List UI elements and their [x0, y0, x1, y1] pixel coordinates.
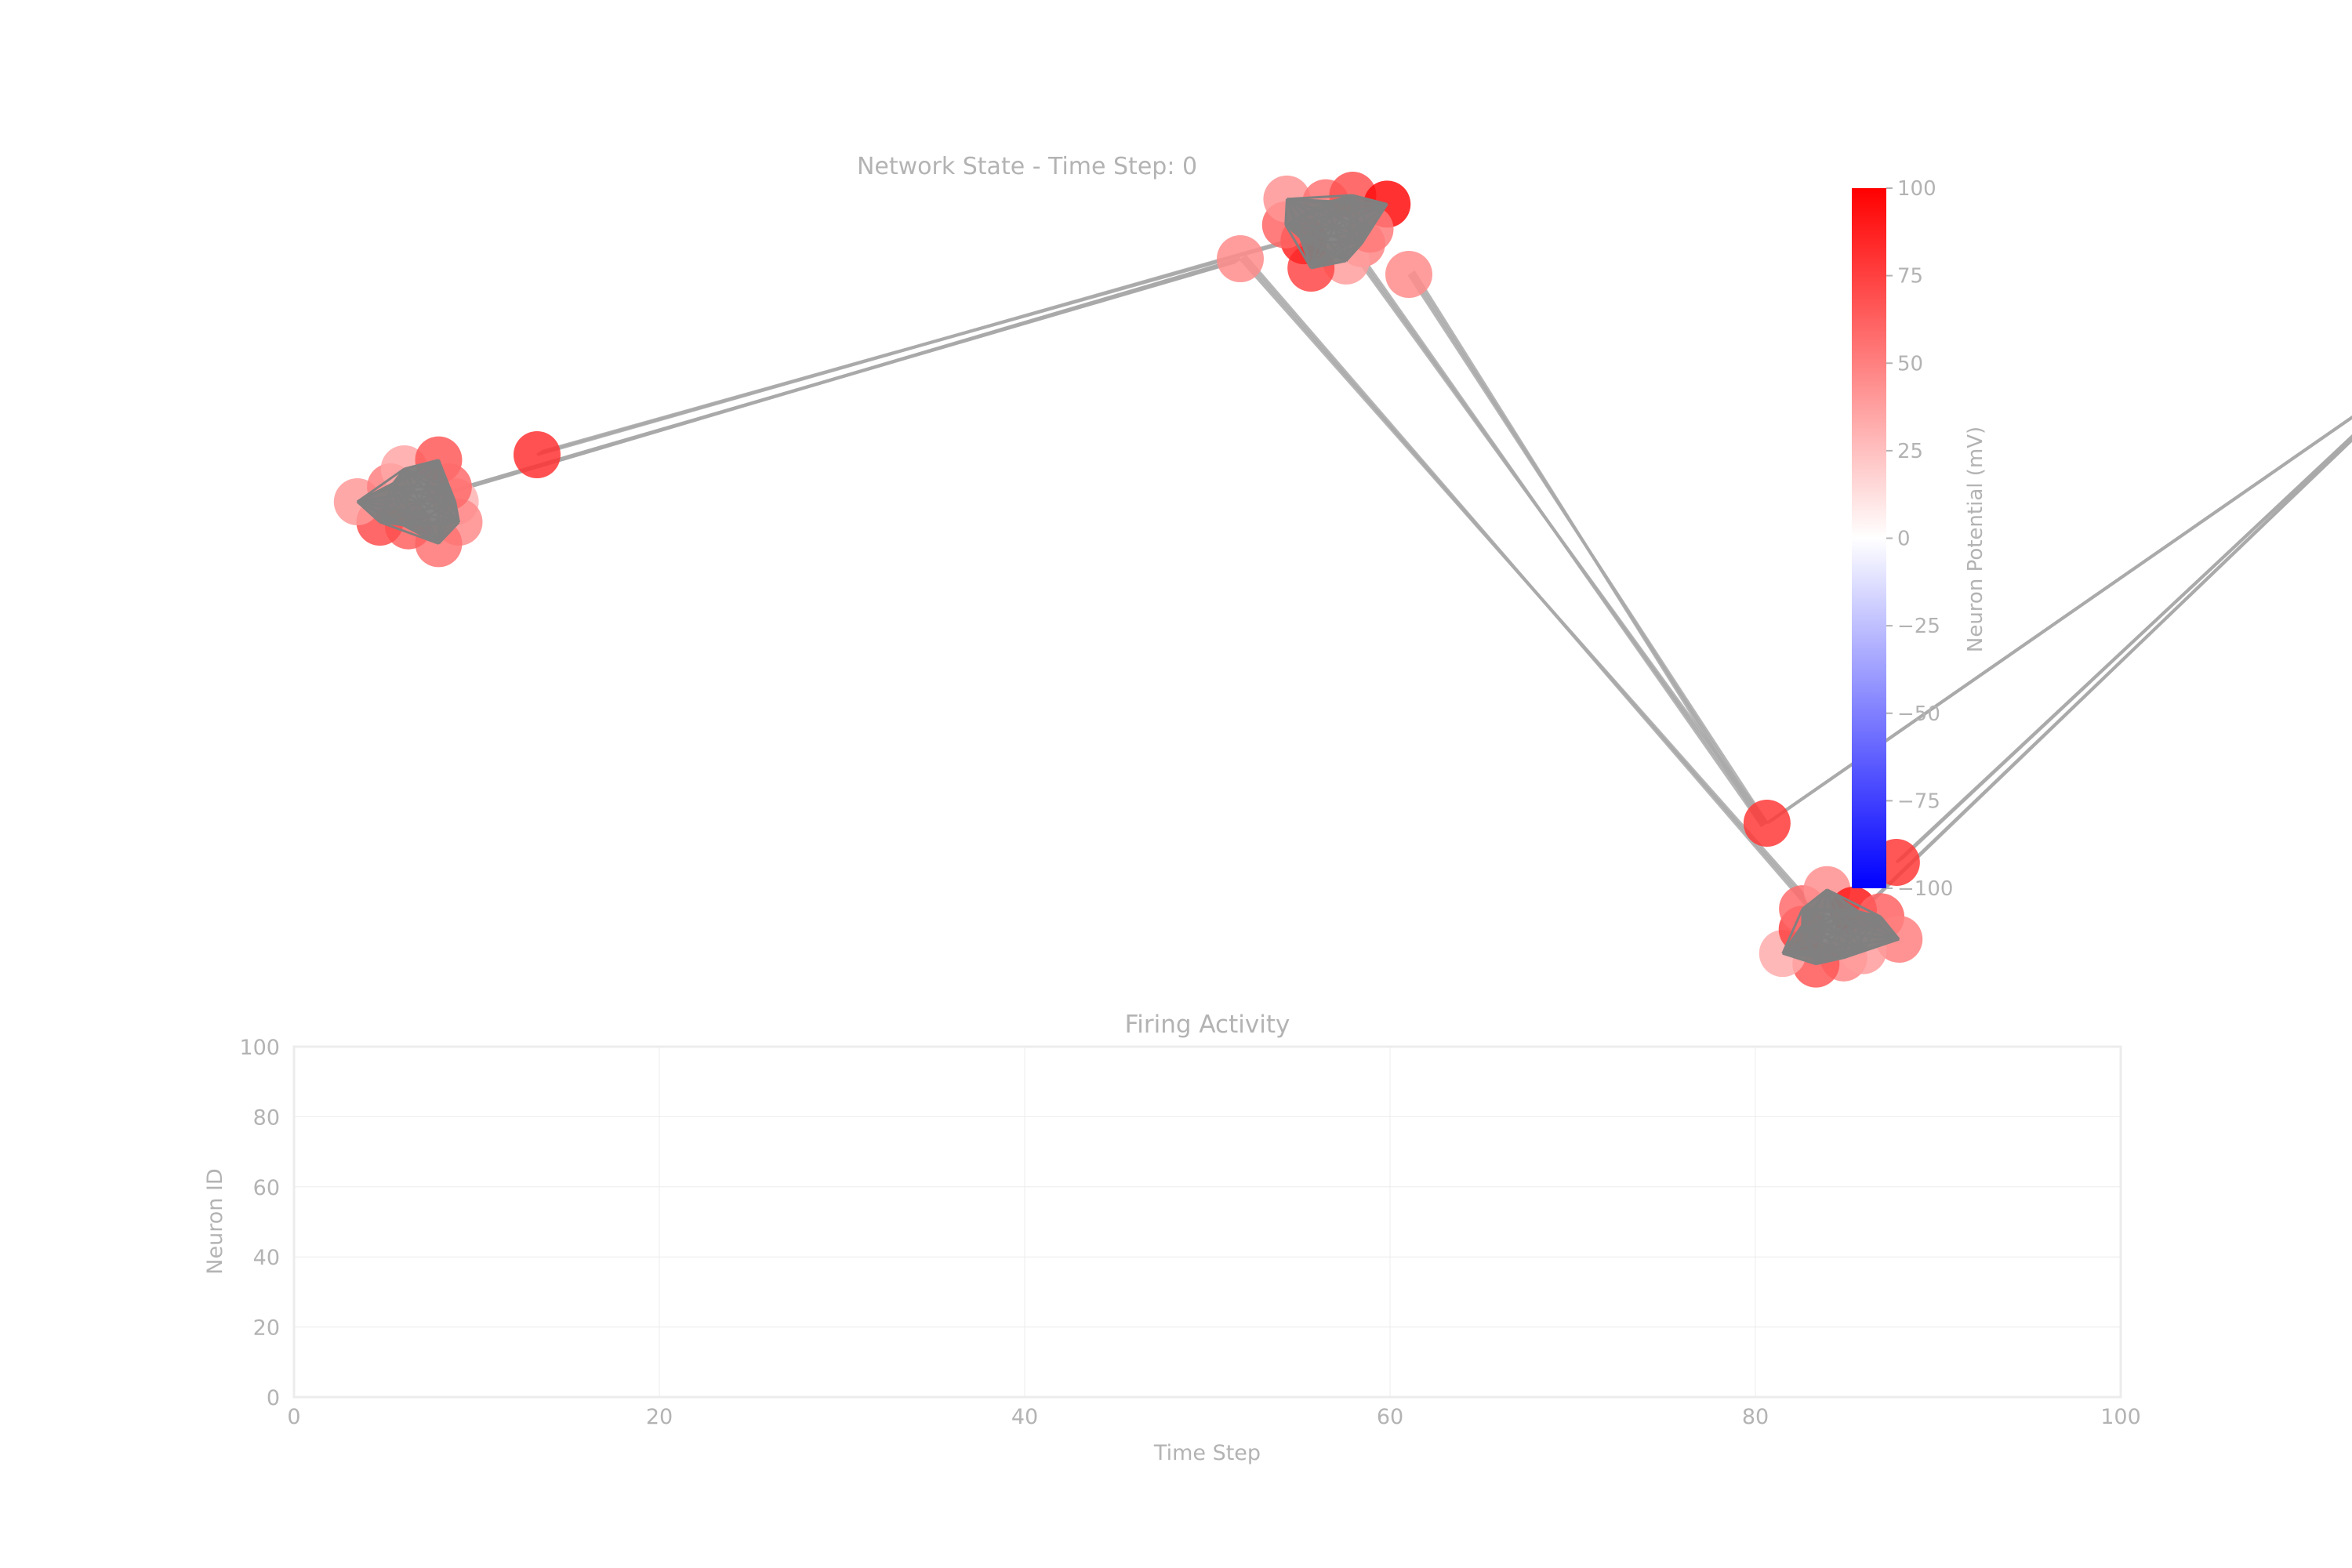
firing-x-tick-label: 20 — [646, 1405, 673, 1429]
intra-edge — [1781, 908, 1804, 954]
colorbar-tick-label: −75 — [1897, 789, 1940, 813]
intra-edge — [1284, 224, 1312, 269]
firing-x-tick-label: 40 — [1011, 1405, 1038, 1429]
network-panel: Network State - Time Step: 0 — [333, 153, 2352, 988]
network-clusters — [333, 172, 1923, 988]
colorbar-label: Neuron Potential (mV) — [1964, 426, 1987, 652]
firing-y-tick-label: 40 — [253, 1246, 280, 1270]
colorbar-tick-label: 25 — [1897, 440, 1923, 463]
firing-x-tick-label: 60 — [1377, 1405, 1403, 1429]
network-edge-2-1-2 — [1841, 437, 2352, 931]
firing-grid — [293, 1046, 2122, 1398]
firing-y-tick-label: 100 — [239, 1036, 280, 1060]
network-title: Network State - Time Step: 0 — [857, 153, 1197, 180]
firing-x-tick-label: 100 — [2100, 1405, 2141, 1429]
intra-edge — [379, 521, 439, 545]
neuron-node-bridge — [1385, 251, 1432, 298]
neuron-node-bridge — [1743, 800, 1791, 847]
network-edge-1-0-2 — [1243, 254, 1835, 938]
network-edge-1-1-2 — [1338, 223, 1764, 828]
firing-frame — [292, 1045, 2122, 1399]
network-edge-2-0-2 — [1770, 415, 2352, 822]
firing-x-tick-label: 0 — [287, 1405, 300, 1429]
network-edge-2-2-2 — [1900, 434, 2352, 861]
neuron-node-bridge — [514, 431, 561, 478]
firing-y-tick-label: 60 — [253, 1176, 280, 1200]
cluster-edge-mass — [1782, 889, 1900, 964]
colorbar-tick-label: 50 — [1897, 352, 1923, 376]
colorbar-tick-label: 0 — [1897, 528, 1911, 551]
firing-x-tick-label: 80 — [1742, 1405, 1769, 1429]
network-edge-0-0-2 — [541, 229, 1330, 453]
firing-y-tick-label: 0 — [267, 1386, 280, 1410]
firing-title: Firing Activity — [1125, 1011, 1290, 1039]
colorbar: 100 75 50 25 0 −25 −50 −75 −100 Neuron Potential… — [1852, 177, 1987, 901]
firing-x-ticks: 0 20 40 60 80 100 — [287, 1405, 2140, 1429]
network-edges — [419, 223, 2352, 938]
colorbar-tick-label: −100 — [1897, 877, 1953, 901]
firing-y-tick-label: 20 — [253, 1316, 280, 1341]
firing-y-ticks: 0 20 40 60 80 100 — [239, 1036, 280, 1410]
intra-edge — [1287, 194, 1353, 201]
network-cluster-0 — [333, 431, 561, 568]
firing-y-tick-label: 80 — [253, 1105, 280, 1130]
colorbar-tick-label: −50 — [1897, 702, 1940, 726]
colorbar-tick-label: 100 — [1897, 177, 1936, 201]
firing-ylabel: Neuron ID — [203, 1168, 227, 1274]
network-cluster-2 — [1743, 800, 1923, 988]
firing-xlabel: Time Step — [1153, 1441, 1261, 1465]
network-edge-1-2-2 — [1412, 270, 1764, 828]
network-cluster-1 — [1217, 172, 1432, 298]
colorbar-ticks: 100 75 50 25 0 −25 −50 −75 −100 — [1886, 177, 1953, 901]
colorbar-tick-label: −25 — [1897, 615, 1940, 638]
firing-panel: Firing Activity 0 20 40 60 80 100 0 20 40 60 80 10… — [203, 1011, 2141, 1465]
cluster-edge-mass — [1285, 195, 1388, 268]
colorbar-tick-label: 75 — [1897, 265, 1923, 289]
intra-edge — [1826, 888, 1882, 918]
neuron-node-bridge — [1217, 235, 1264, 282]
cluster-edge-mass — [357, 459, 459, 544]
colorbar-bar — [1852, 188, 1886, 888]
intra-edge — [356, 467, 405, 503]
